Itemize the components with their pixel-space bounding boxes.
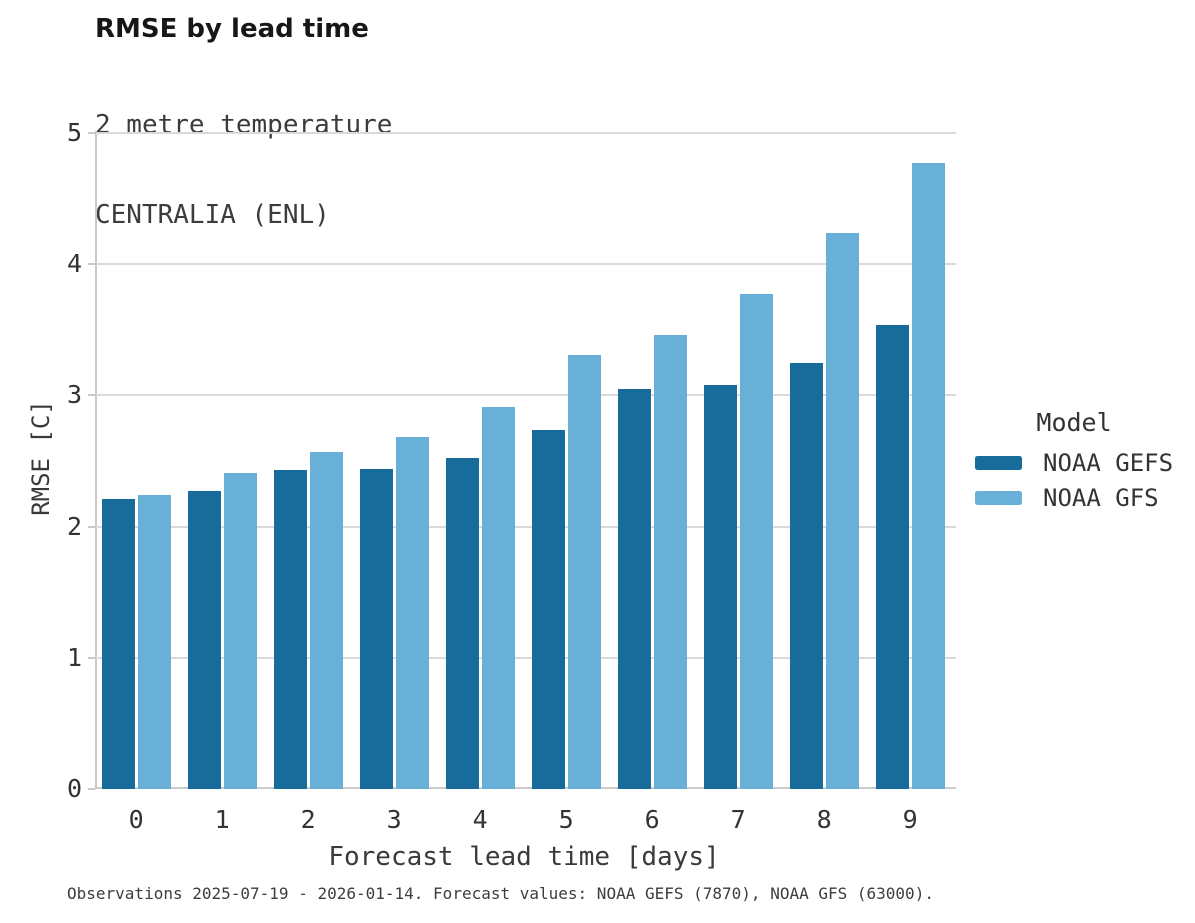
legend-item-noaa-gefs: NOAA GEFS — [975, 445, 1173, 480]
subtitle-station: CENTRALIA (ENL) — [95, 200, 330, 230]
chart-subtitle: 2 metre temperature CENTRALIA (ENL) — [95, 50, 392, 290]
bar-noaa-gfs-day5 — [567, 354, 601, 789]
x-tick-label-9: 9 — [902, 805, 918, 834]
legend-swatch-noaa-gfs — [975, 490, 1022, 505]
y-tick-mark-5 — [88, 132, 95, 134]
subtitle-variable: 2 metre temperature — [95, 110, 393, 140]
gridline-y-5 — [96, 132, 956, 134]
bar-noaa-gefs-day7 — [703, 384, 737, 789]
legend: Model NOAA GEFS NOAA GFS — [975, 408, 1173, 515]
caption-text: Observations 2025-07-19 - 2026-01-14. Fo… — [67, 884, 934, 903]
y-tick-label-3: 3 — [66, 380, 82, 410]
bar-noaa-gfs-day4 — [481, 407, 515, 789]
x-tick-label-6: 6 — [644, 805, 660, 834]
bar-noaa-gefs-day3 — [359, 468, 393, 789]
bar-noaa-gefs-day1 — [187, 491, 221, 789]
bar-noaa-gfs-day2 — [309, 451, 343, 789]
bar-noaa-gefs-day2 — [273, 470, 307, 789]
y-tick-mark-3 — [88, 394, 95, 397]
x-axis-label: Forecast lead time [days] — [328, 842, 720, 872]
bar-noaa-gfs-day9 — [911, 163, 945, 789]
bar-noaa-gfs-day3 — [395, 437, 429, 789]
bar-noaa-gefs-day8 — [789, 362, 823, 789]
gridline-y-3 — [96, 394, 956, 397]
gridline-y-4 — [96, 263, 956, 266]
gridline-y-2 — [96, 525, 956, 528]
bar-noaa-gefs-day6 — [617, 388, 651, 789]
bar-noaa-gefs-day4 — [445, 458, 479, 789]
bar-noaa-gfs-day8 — [825, 232, 859, 789]
x-tick-label-7: 7 — [730, 805, 746, 834]
y-tick-mark-4 — [88, 263, 95, 266]
bar-noaa-gefs-day9 — [875, 324, 909, 789]
bar-noaa-gefs-day0 — [101, 499, 135, 789]
y-tick-mark-2 — [88, 525, 95, 528]
y-tick-label-5: 5 — [66, 118, 82, 147]
legend-title: Model — [1036, 408, 1112, 437]
bar-noaa-gfs-day7 — [739, 294, 773, 789]
bar-noaa-gfs-day0 — [137, 495, 171, 789]
x-tick-label-3: 3 — [386, 805, 402, 834]
y-tick-label-4: 4 — [66, 249, 82, 279]
y-tick-mark-0 — [88, 788, 95, 790]
legend-label-noaa-gefs: NOAA GEFS — [1043, 448, 1174, 477]
bar-noaa-gfs-day1 — [223, 472, 257, 789]
x-tick-label-1: 1 — [214, 805, 230, 834]
y-tick-label-2: 2 — [66, 511, 82, 541]
x-tick-label-2: 2 — [300, 805, 316, 834]
legend-label-noaa-gfs: NOAA GFS — [1043, 483, 1159, 512]
plot-area — [94, 131, 956, 789]
bar-noaa-gfs-day6 — [653, 335, 687, 789]
legend-item-noaa-gfs: NOAA GFS — [975, 480, 1173, 515]
y-axis-label: RMSE [C] — [27, 400, 55, 516]
gridline-y-1 — [96, 656, 956, 659]
x-tick-label-4: 4 — [472, 805, 488, 834]
y-tick-label-0: 0 — [66, 774, 82, 803]
bar-noaa-gefs-day5 — [531, 429, 565, 789]
x-tick-label-0: 0 — [128, 805, 144, 834]
y-tick-mark-1 — [88, 656, 95, 659]
y-tick-label-1: 1 — [66, 642, 82, 672]
x-tick-label-8: 8 — [816, 805, 832, 834]
chart-title: RMSE by lead time — [95, 14, 369, 44]
x-tick-label-5: 5 — [558, 805, 574, 834]
legend-swatch-noaa-gefs — [975, 455, 1022, 470]
